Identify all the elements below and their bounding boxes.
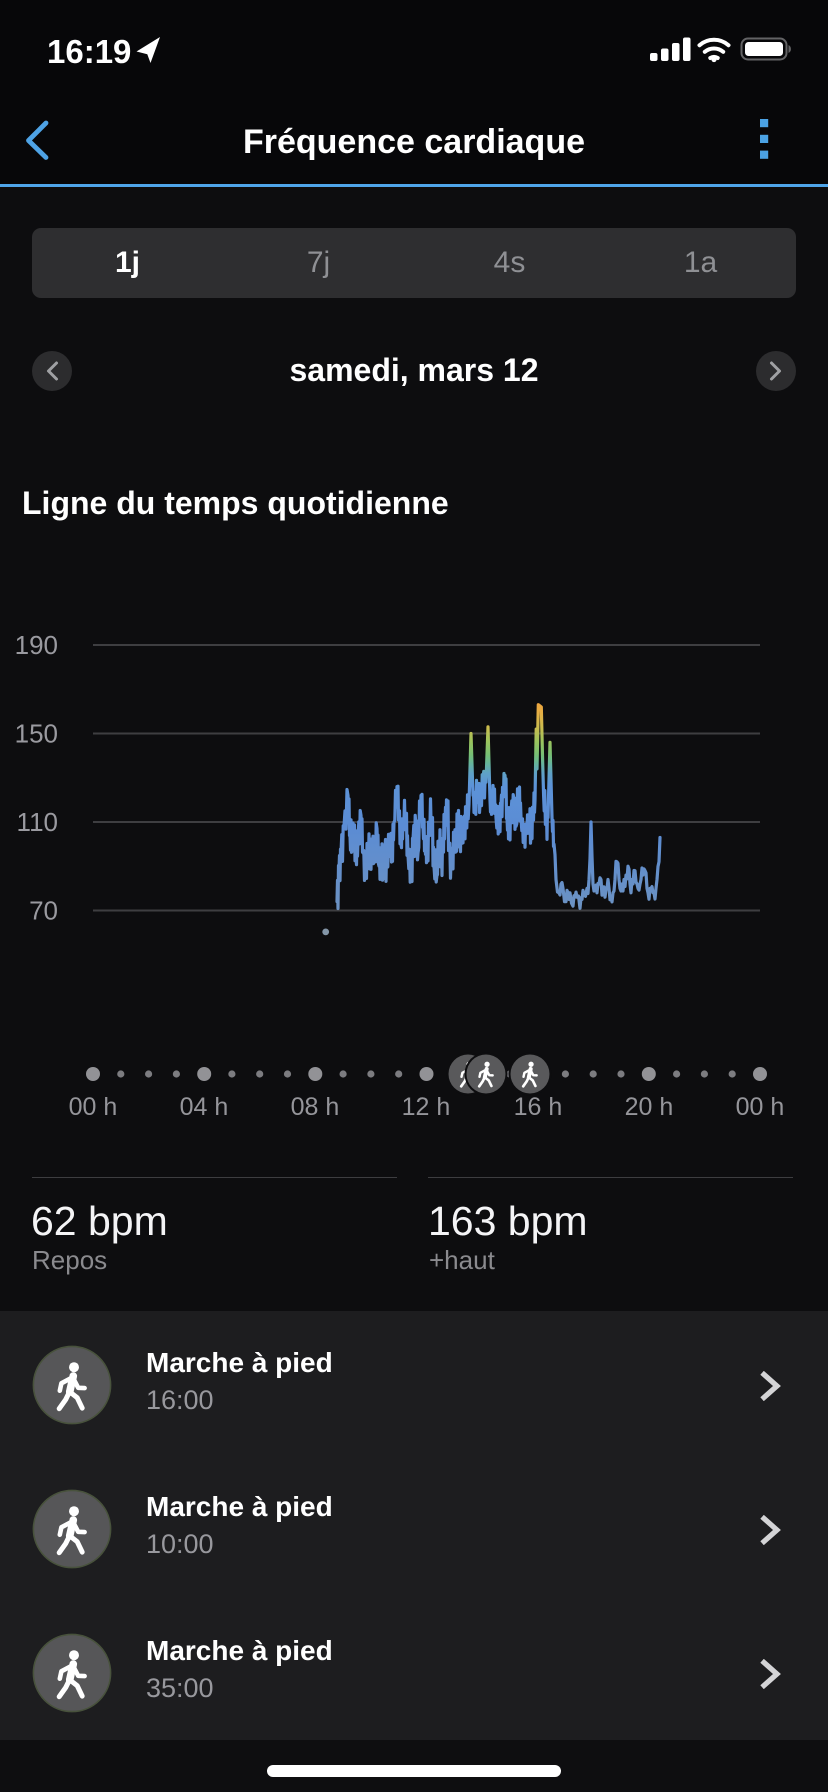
svg-text:70: 70 (29, 896, 58, 926)
svg-text:190: 190 (15, 630, 58, 660)
svg-text:150: 150 (15, 719, 58, 749)
svg-text:110: 110 (17, 807, 58, 837)
